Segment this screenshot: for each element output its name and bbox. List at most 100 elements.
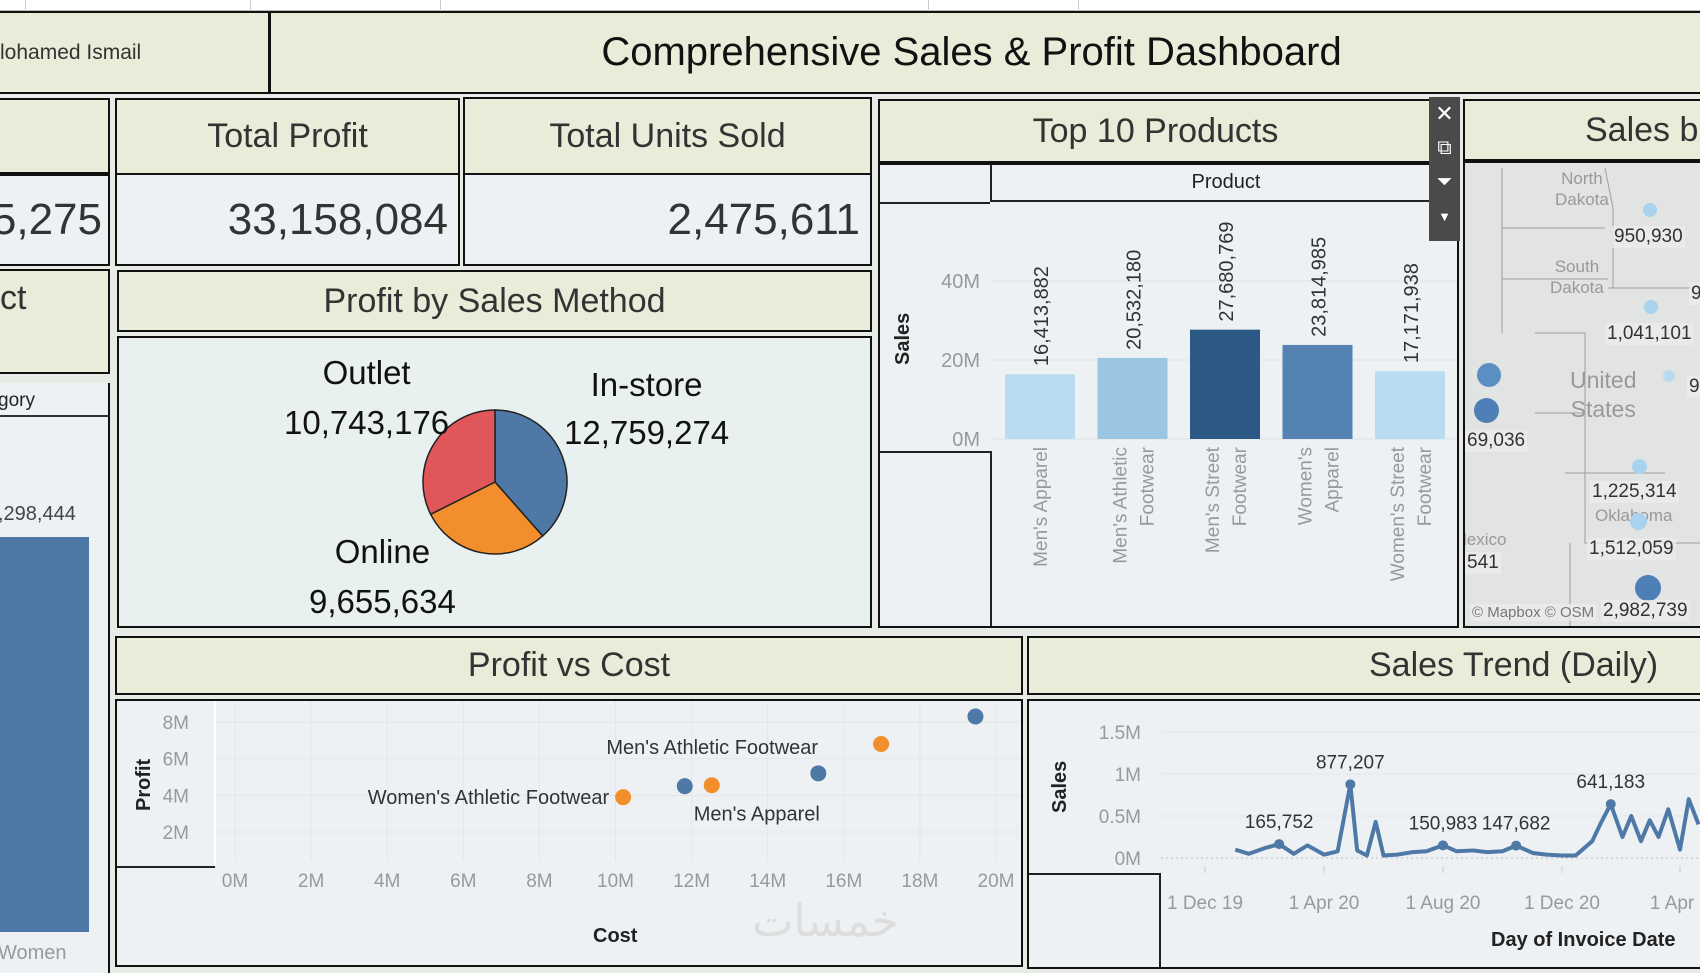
left-chart-title: ct [0, 279, 27, 317]
map-value-label: 90 [1689, 283, 1700, 305]
map-point[interactable] [1644, 300, 1658, 314]
bar-value-label: 20,532,180 [1124, 250, 1146, 350]
bar[interactable] [1190, 329, 1260, 439]
x-tick-label: 20M [978, 871, 1015, 892]
map-point[interactable] [1663, 370, 1675, 382]
bar-value-label: 17,171,938 [1401, 263, 1423, 363]
map-value-label: 2,982,739 [1601, 600, 1690, 622]
map-attribution[interactable]: © Mapbox © OSM [1470, 604, 1597, 621]
close-icon[interactable]: ✕ [1435, 101, 1454, 126]
pie-slice-in-store[interactable] [494, 409, 568, 538]
x-tick-label: 10M [597, 871, 634, 892]
map-point[interactable] [1474, 398, 1499, 423]
y-tick-label: 1M [1115, 765, 1141, 786]
instore-label: In-store 12,759,274 [564, 366, 730, 451]
more-options-icon[interactable]: ▼ [1438, 208, 1451, 224]
category-bar[interactable] [0, 537, 89, 932]
x-tick-label: 0M [222, 871, 248, 892]
line-point[interactable] [1345, 779, 1356, 790]
x-tick-label: 1 Aug 20 [1405, 893, 1480, 914]
x-tick-label: Footwear [1230, 446, 1251, 526]
y-tick-label: 2M [163, 823, 189, 844]
bar-value-label: 27,680,769 [1216, 222, 1238, 322]
left-chart-header: ct [0, 269, 110, 374]
y-tick-label: 4M [163, 786, 189, 807]
y-tick-label: 40M [941, 271, 980, 293]
scatter-chart: Profit Cost 0M 2M 4M 6M 8M 10M 12M 14M 16M 18M 20M… [115, 699, 1023, 967]
x-tick-label: 18M [901, 871, 938, 892]
popout-icon[interactable]: ⧉ [1437, 136, 1452, 159]
scatter-point[interactable] [676, 778, 693, 795]
x-tick-label: Men's Athletic [1111, 447, 1132, 564]
left-kpi-header [0, 98, 110, 174]
bar[interactable] [1005, 374, 1075, 439]
x-tick-label: Apparel [1323, 447, 1344, 513]
x-tick-label: Men's Street [1203, 446, 1224, 553]
pie-header: Profit by Sales Method [117, 270, 872, 332]
x-tick-label: 16M [825, 871, 862, 892]
map-point[interactable] [1632, 459, 1647, 474]
line-point[interactable] [1511, 840, 1522, 851]
bar[interactable] [1375, 371, 1445, 439]
left-kpi-value: 5,275 [0, 174, 110, 266]
map-value-label: 90 [1687, 376, 1700, 398]
pie-slice-online[interactable] [429, 481, 544, 555]
total-profit-value: 33,158,084 [115, 173, 460, 266]
y-tick-label: 8M [163, 713, 189, 734]
place-label: lexico [1463, 530, 1507, 549]
x-tick-label: Footwear [1138, 446, 1159, 526]
scatter-point[interactable] [873, 736, 890, 752]
filter-icon[interactable]: ⏷ [1436, 170, 1453, 193]
point-label: Men's Athletic Footwear [606, 737, 818, 759]
y-tick-label: 6M [163, 750, 189, 771]
line-point[interactable] [1274, 839, 1285, 850]
map-point[interactable] [1630, 513, 1647, 530]
left-axis-header: gory [0, 383, 108, 417]
point-label: Men's Apparel [694, 803, 820, 825]
bar[interactable] [1282, 344, 1353, 439]
product-axis-header: Product [990, 165, 1457, 202]
x-tick-label: Women's [1296, 447, 1317, 525]
map-point[interactable] [1635, 575, 1661, 601]
trend-header: Sales Trend (Daily) [1027, 636, 1700, 695]
total-units-header: Total Units Sold [463, 97, 872, 175]
scatter-header: Profit vs Cost [115, 636, 1023, 695]
map-point[interactable] [1643, 203, 1657, 217]
x-axis-label: Day of Invoice Date [1491, 929, 1676, 951]
scatter-point[interactable] [810, 765, 827, 782]
place-label: South Dakota [1550, 257, 1604, 297]
x-tick-label: 8M [526, 871, 552, 892]
scatter-point[interactable] [615, 789, 632, 806]
author-cell: lohamed Ismail [0, 11, 270, 94]
point-label: 165,752 [1245, 812, 1314, 833]
bar-value-label: 23,814,985 [1309, 237, 1331, 337]
left-chart: gory ,298,444 Women [0, 383, 110, 973]
top-products-header: Top 10 Products [878, 99, 1433, 163]
line-point[interactable] [1437, 840, 1448, 851]
line-point[interactable] [1605, 799, 1616, 810]
scatter-point[interactable] [703, 777, 720, 794]
top-products-chart: Product Sales 0M 20M 40M 16,413,882 Men's Ap… [878, 163, 1459, 628]
outlet-label: Outlet 10,743,176 [284, 354, 450, 441]
bar-label: ,298,444 [0, 503, 76, 525]
x-tick-label: 14M [749, 871, 786, 892]
online-label: Online 9,655,634 [309, 533, 456, 620]
sales-line[interactable] [1234, 782, 1700, 858]
map-value-label: 541 [1465, 552, 1501, 574]
divider [117, 866, 215, 868]
pie-slice-outlet[interactable] [422, 409, 496, 516]
point-label: 877,207 [1316, 752, 1385, 773]
scatter-point[interactable] [967, 708, 984, 725]
y-tick-label: 0M [1115, 849, 1141, 870]
map-value-label: 1,225,314 [1590, 481, 1679, 503]
divider [1029, 873, 1161, 967]
map-point[interactable] [1477, 363, 1501, 387]
state-borders [1501, 167, 1700, 626]
point-label: 641,183 [1576, 772, 1645, 793]
floating-toolbar: ✕ ⧉ ⏷ ▼ [1429, 97, 1460, 241]
total-profit-header: Total Profit [115, 98, 460, 175]
bar[interactable] [1097, 357, 1168, 439]
bar-value-label: 16,413,882 [1031, 266, 1053, 366]
x-tick-label: 4M [374, 871, 400, 892]
